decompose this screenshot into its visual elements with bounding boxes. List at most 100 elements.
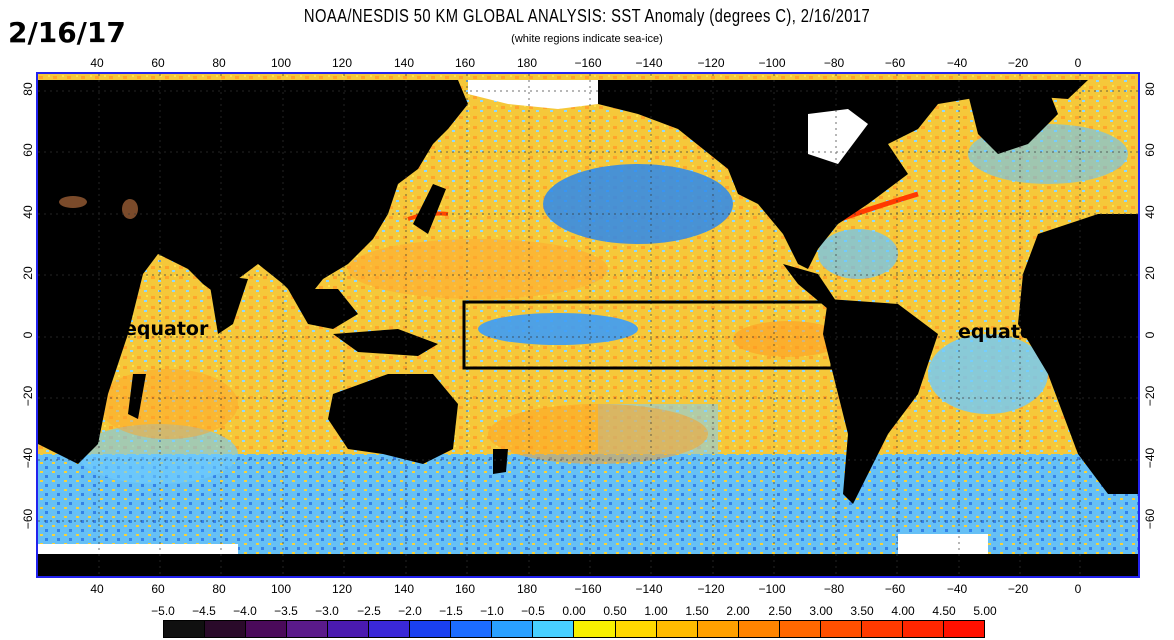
lon-tick-top: 40 bbox=[90, 56, 104, 70]
lon-tick-bottom: −140 bbox=[635, 582, 663, 596]
lon-tick-bottom: 80 bbox=[212, 582, 226, 596]
lon-tick-top: −160 bbox=[574, 56, 602, 70]
colorbar-label: 2.00 bbox=[726, 604, 750, 618]
colorbar-segment bbox=[492, 621, 534, 637]
colorbar-segment bbox=[287, 621, 329, 637]
colorbar-segment bbox=[205, 621, 247, 637]
lon-tick-bottom: −40 bbox=[946, 582, 968, 596]
lat-tick-right: 20 bbox=[1143, 266, 1157, 280]
lon-tick-bottom: 120 bbox=[331, 582, 353, 596]
lat-tick-right: 60 bbox=[1143, 143, 1157, 157]
lat-tick-left: 60 bbox=[21, 143, 35, 157]
colorbar-segment bbox=[369, 621, 411, 637]
colorbar-label: 2.50 bbox=[768, 604, 792, 618]
lon-tick-top: −120 bbox=[697, 56, 725, 70]
equator-label-right: equator bbox=[958, 321, 1043, 343]
lon-tick-top: 80 bbox=[212, 56, 226, 70]
lon-tick-bottom: 180 bbox=[516, 582, 538, 596]
map-canvas bbox=[38, 74, 1138, 576]
lon-tick-top: −140 bbox=[635, 56, 663, 70]
colorbar-segment bbox=[246, 621, 288, 637]
lon-tick-top: 160 bbox=[454, 56, 476, 70]
lon-tick-bottom: −120 bbox=[697, 582, 725, 596]
colorbar-segment bbox=[533, 621, 575, 637]
lon-tick-top: 140 bbox=[393, 56, 415, 70]
colorbar-label: −1.0 bbox=[480, 604, 504, 618]
lat-tick-left: 80 bbox=[21, 82, 35, 96]
colorbar-label: 4.50 bbox=[932, 604, 956, 618]
colorbar-segment bbox=[738, 621, 780, 637]
lat-tick-right: 80 bbox=[1143, 82, 1157, 96]
lat-tick-right: 0 bbox=[1143, 331, 1157, 339]
lat-tick-right: −40 bbox=[1143, 447, 1157, 469]
sea-ice bbox=[38, 80, 988, 554]
colorbar-segment bbox=[779, 621, 821, 637]
lat-tick-right: −60 bbox=[1143, 508, 1157, 530]
colorbar-label: −2.0 bbox=[398, 604, 422, 618]
lon-tick-bottom: 0 bbox=[1074, 582, 1082, 596]
lon-tick-top: 100 bbox=[270, 56, 292, 70]
lon-tick-bottom: −60 bbox=[884, 582, 906, 596]
colorbar-segment bbox=[451, 621, 493, 637]
colorbar-segment bbox=[328, 621, 370, 637]
colorbar-segment bbox=[943, 621, 984, 637]
colorbar-segment bbox=[820, 621, 862, 637]
lat-tick-right: 40 bbox=[1143, 205, 1157, 219]
colorbar-label: 0.50 bbox=[603, 604, 627, 618]
warm-anomalies bbox=[78, 102, 919, 464]
map-title: NOAA/NESDIS 50 KM GLOBAL ANALYSIS: SST A… bbox=[303, 6, 871, 26]
colorbar-label: −2.5 bbox=[357, 604, 381, 618]
colorbar-label: −3.0 bbox=[315, 604, 339, 618]
lon-tick-bottom: −20 bbox=[1007, 582, 1029, 596]
lon-tick-bottom: 100 bbox=[270, 582, 292, 596]
colorbar-segment bbox=[902, 621, 944, 637]
colorbar-label: 4.00 bbox=[891, 604, 915, 618]
colorbar-label: 1.00 bbox=[644, 604, 668, 618]
lat-tick-left: 20 bbox=[21, 266, 35, 280]
lon-tick-top: −80 bbox=[823, 56, 845, 70]
lon-tick-bottom: 60 bbox=[151, 582, 165, 596]
colorbar-segment bbox=[656, 621, 698, 637]
sst-anomaly-map bbox=[36, 72, 1140, 578]
colorbar-segment bbox=[410, 621, 452, 637]
lon-tick-top: −20 bbox=[1007, 56, 1029, 70]
lon-tick-top: −40 bbox=[946, 56, 968, 70]
lon-tick-top: −60 bbox=[884, 56, 906, 70]
lon-tick-top: −100 bbox=[758, 56, 786, 70]
lon-tick-bottom: −100 bbox=[758, 582, 786, 596]
colorbar bbox=[163, 620, 985, 638]
colorbar-label: 3.00 bbox=[809, 604, 833, 618]
colorbar-label: 3.50 bbox=[850, 604, 874, 618]
lat-tick-left: 40 bbox=[21, 205, 35, 219]
lat-tick-left: −40 bbox=[21, 447, 35, 469]
colorbar-label: 0.00 bbox=[562, 604, 586, 618]
colorbar-segment bbox=[574, 621, 616, 637]
lon-tick-bottom: −80 bbox=[823, 582, 845, 596]
colorbar-label: −5.0 bbox=[151, 604, 175, 618]
colorbar-segment bbox=[164, 621, 206, 637]
lon-tick-bottom: 160 bbox=[454, 582, 476, 596]
lat-tick-left: 0 bbox=[21, 331, 35, 339]
lon-tick-bottom: −160 bbox=[574, 582, 602, 596]
equator-label-left: equator bbox=[124, 318, 209, 340]
lon-tick-top: 0 bbox=[1074, 56, 1082, 70]
colorbar-label: −4.0 bbox=[233, 604, 257, 618]
lat-tick-left: −60 bbox=[21, 508, 35, 530]
landmasses bbox=[38, 80, 1138, 576]
lon-tick-bottom: 140 bbox=[393, 582, 415, 596]
colorbar-label: 1.50 bbox=[685, 604, 709, 618]
map-subtitle: (white regions indicate sea-ice) bbox=[511, 33, 663, 45]
lat-tick-right: −20 bbox=[1143, 385, 1157, 407]
colorbar-segment bbox=[697, 621, 739, 637]
date-label: 2/16/17 bbox=[8, 16, 126, 49]
colorbar-label: 5.00 bbox=[973, 604, 997, 618]
lat-tick-left: −20 bbox=[21, 385, 35, 407]
colorbar-label: −0.5 bbox=[521, 604, 545, 618]
colorbar-label: −4.5 bbox=[192, 604, 216, 618]
lon-tick-top: 180 bbox=[516, 56, 538, 70]
colorbar-label: −1.5 bbox=[439, 604, 463, 618]
lon-tick-top: 120 bbox=[331, 56, 353, 70]
colorbar-segment bbox=[861, 621, 903, 637]
colorbar-segment bbox=[615, 621, 657, 637]
nino-region-box bbox=[462, 300, 834, 370]
